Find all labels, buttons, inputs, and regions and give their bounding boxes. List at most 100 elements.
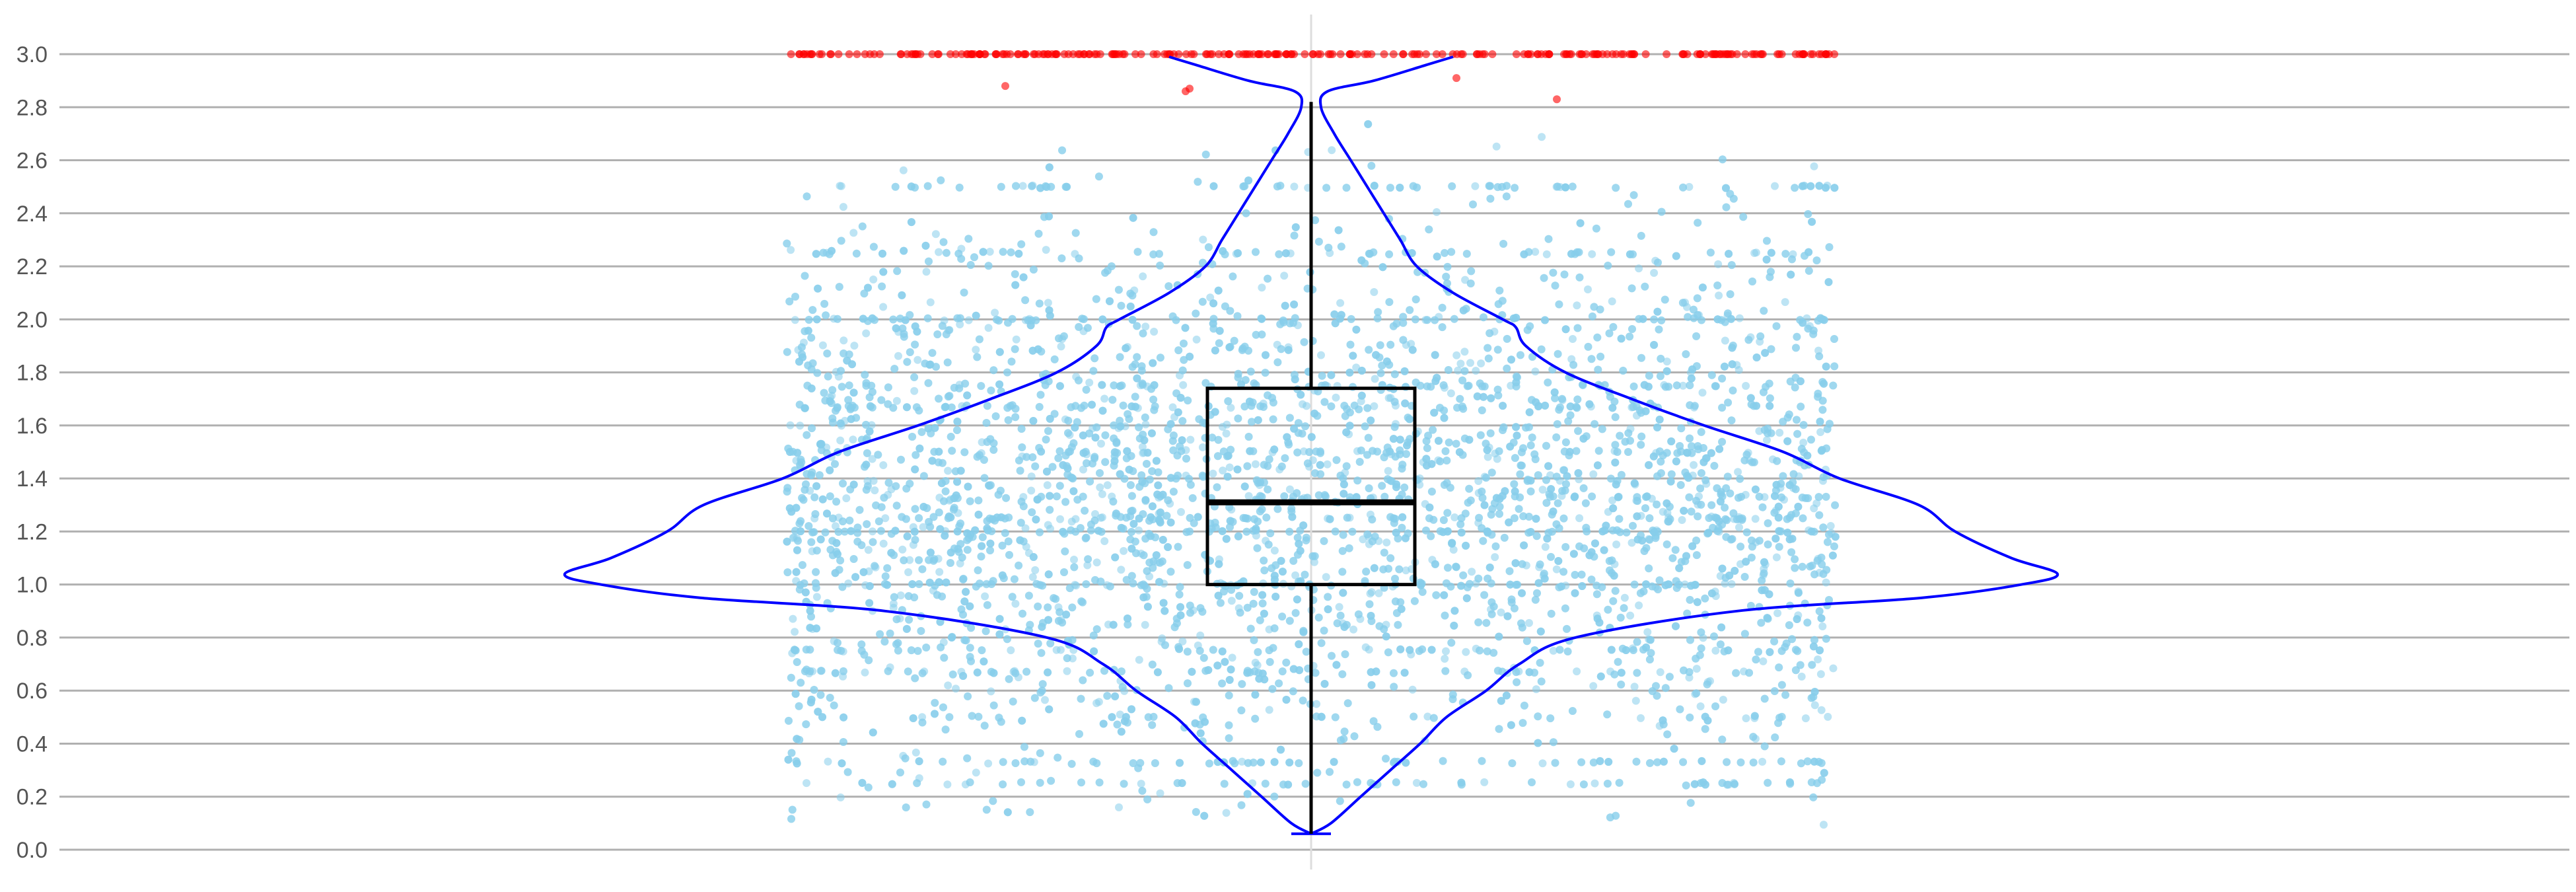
data-point: [1722, 203, 1731, 211]
data-point: [1141, 420, 1150, 429]
data-point: [1067, 517, 1076, 526]
data-point: [1441, 447, 1450, 455]
data-point: [1752, 655, 1760, 664]
data-point: [1195, 415, 1203, 424]
data-point: [1831, 501, 1840, 509]
data-point: [798, 561, 806, 570]
data-point: [903, 357, 912, 366]
data-point: [1492, 142, 1501, 151]
data-point: [991, 412, 1000, 420]
data-point: [1348, 527, 1357, 536]
data-point: [1082, 385, 1091, 394]
data-point: [1365, 346, 1373, 354]
data-point: [1777, 712, 1786, 721]
data-point: [1422, 526, 1430, 535]
data-point: [937, 176, 945, 184]
data-point: [1612, 184, 1620, 192]
data-point: [899, 166, 908, 174]
data-point: [1456, 394, 1464, 403]
data-point: [1011, 413, 1020, 422]
data-point: [1269, 644, 1277, 652]
data-point: [908, 433, 917, 441]
data-point: [1665, 673, 1674, 681]
data-point: [1081, 534, 1090, 542]
data-point: [1531, 455, 1540, 463]
data-point: [1340, 727, 1349, 736]
data-point: [1615, 515, 1624, 523]
data-point: [967, 624, 976, 632]
data-point: [1592, 224, 1600, 233]
data-point: [1158, 634, 1166, 643]
data-point: [1711, 702, 1720, 710]
data-point: [1491, 542, 1500, 550]
data-point: [1278, 667, 1287, 676]
data-point: [1714, 260, 1723, 268]
data-point: [1698, 389, 1707, 397]
data-point: [1443, 262, 1452, 271]
data-point: [984, 324, 993, 332]
data-point: [1301, 422, 1310, 431]
data-point: [1573, 667, 1581, 676]
data-point: [880, 638, 889, 646]
data-point: [791, 316, 799, 324]
data-point: [1311, 216, 1320, 225]
data-point: [1657, 316, 1666, 324]
data-point: [1264, 274, 1272, 283]
data-point: [1686, 636, 1694, 644]
data-point: [861, 668, 869, 677]
data-point: [1386, 340, 1395, 349]
data-point: [1471, 182, 1480, 190]
data-point: [1485, 329, 1494, 338]
data-point: [1672, 583, 1681, 592]
data-point: [1133, 322, 1141, 330]
data-point: [1557, 394, 1566, 403]
data-point: [1101, 431, 1110, 439]
data-point: [1748, 542, 1756, 551]
data-point: [1494, 391, 1503, 400]
data-point: [791, 628, 799, 636]
data-point: [1041, 696, 1049, 704]
data-point: [1553, 420, 1561, 428]
data-point: [1624, 200, 1632, 208]
data-point: [1809, 793, 1818, 801]
data-point: [1110, 381, 1118, 390]
data-point: [1462, 250, 1471, 258]
data-point: [1441, 611, 1449, 620]
data-point: [1484, 453, 1492, 461]
data-point: [944, 681, 952, 690]
data-point: [1046, 639, 1055, 648]
data-point: [1252, 330, 1260, 339]
data-point: [910, 373, 919, 381]
data-point: [1655, 576, 1664, 585]
data-point: [1686, 381, 1694, 390]
data-point: [1663, 357, 1671, 366]
data-point: [831, 460, 839, 468]
data-point: [1010, 575, 1019, 583]
data-point: [910, 387, 919, 395]
data-point: [783, 568, 792, 577]
data-point: [1537, 677, 1546, 686]
data-point: [945, 713, 954, 722]
data-point: [1810, 701, 1819, 710]
data-point: [1017, 240, 1026, 248]
data-point: [1001, 529, 1009, 537]
data-point: [1052, 492, 1061, 501]
data-point: [1594, 447, 1603, 455]
data-point: [816, 690, 825, 699]
data-point: [1100, 537, 1109, 545]
data-point: [1759, 657, 1768, 665]
data-point: [1289, 556, 1298, 565]
data-point: [1684, 313, 1692, 321]
data-point: [1822, 634, 1830, 643]
y-tick-label: 2.4: [17, 202, 48, 227]
data-point: [1777, 493, 1786, 502]
data-point: [1275, 679, 1283, 688]
data-point: [1139, 272, 1147, 281]
data-point: [869, 276, 878, 283]
data-point: [1817, 759, 1826, 767]
data-point: [1484, 354, 1493, 363]
data-point: [1466, 359, 1474, 367]
data-point: [1569, 335, 1577, 343]
data-point: [1196, 631, 1205, 640]
